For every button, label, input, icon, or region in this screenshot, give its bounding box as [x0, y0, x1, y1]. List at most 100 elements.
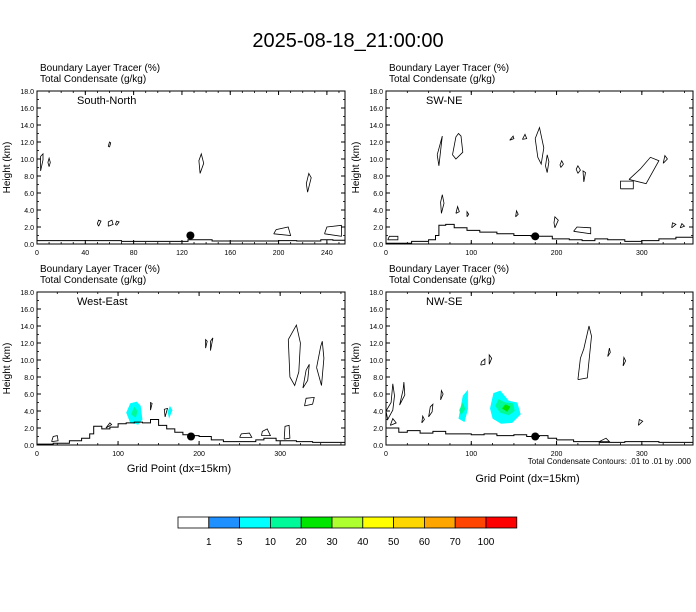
y-tick-label: 8.0	[24, 174, 34, 181]
condensate-contour	[607, 348, 611, 357]
x-axis-label: Grid Point (dx=15km)	[127, 463, 231, 475]
y-tick-label: 14.0	[369, 324, 383, 331]
y-tick-label: 14.0	[20, 123, 34, 130]
colorbar-swatch	[177, 516, 210, 529]
condensate-contour	[387, 235, 399, 241]
condensate-contour	[488, 353, 493, 365]
condensate-contour	[107, 219, 114, 227]
condensate-contour	[515, 209, 519, 218]
tracer-label: Boundary Layer Tracer (%)	[40, 63, 161, 74]
plot-area	[386, 325, 693, 443]
condensate-contour	[577, 325, 592, 380]
colorbar-label: 40	[357, 537, 369, 548]
condensate-contour	[115, 220, 120, 226]
colorbar-label: 50	[388, 537, 400, 548]
condensate-contour	[679, 222, 686, 229]
y-tick-label: 6.0	[373, 191, 383, 198]
tracer-label: Boundary Layer Tracer (%)	[389, 264, 510, 275]
plot-area	[37, 141, 345, 242]
y-tick-label: 14.0	[369, 123, 383, 130]
location-marker	[531, 232, 540, 241]
condensate-contour	[559, 159, 564, 168]
condensate-contour	[324, 224, 342, 237]
y-tick-label: 12.0	[20, 341, 34, 348]
condensate-label: Total Condensate (g/kg)	[389, 74, 496, 85]
condensate-contour	[599, 437, 611, 442]
condensate-contour	[261, 428, 272, 436]
y-tick-label: 6.0	[24, 191, 34, 198]
colorbar-label: 10	[265, 537, 277, 548]
x-tick-label: 200	[551, 451, 563, 458]
condensate-contour	[522, 133, 528, 140]
location-marker	[187, 432, 195, 441]
y-tick-label: 14.0	[20, 324, 34, 331]
condensate-contour	[671, 222, 677, 229]
panel-west-east: 0.0 2.0 4.0 6.0 8.0 10.0 12.0 14.0 16.0 18.0 0 100 2…	[2, 290, 346, 475]
colorbar-swatch	[393, 516, 425, 529]
condensate-contour	[389, 417, 397, 426]
terrain-line	[386, 223, 693, 244]
x-tick-label: 240	[321, 250, 333, 257]
condensate-contour	[205, 338, 208, 349]
condensate-contour	[96, 219, 102, 227]
y-axis-label: Height (km)	[351, 343, 362, 395]
x-tick-label: 100	[465, 250, 477, 257]
y-tick-label: 10.0	[369, 157, 383, 164]
colorbar-swatch	[423, 516, 456, 529]
colorbar-label: 30	[326, 537, 338, 548]
colorbar-label: 70	[450, 537, 462, 548]
y-tick-label: 0.0	[24, 443, 34, 450]
panel-header-sw-ne: Boundary Layer Tracer (%) Total Condensa…	[389, 63, 509, 85]
condensate-contour	[436, 135, 443, 166]
colorbar-swatch	[485, 516, 518, 529]
figure-title: 2025-08-18_21:00:00	[252, 30, 444, 52]
condensate-contour	[287, 323, 301, 387]
terrain-line	[37, 419, 345, 445]
y-tick-label: 12.0	[369, 341, 383, 348]
x-tick-label: 200	[551, 250, 563, 257]
colorbar-label: 20	[296, 537, 308, 548]
y-axis-label: Height (km)	[2, 142, 13, 194]
condensate-contour	[316, 341, 325, 386]
colorbar-swatch	[239, 516, 271, 529]
plot-area	[37, 323, 345, 445]
tracer-label: Boundary Layer Tracer (%)	[389, 63, 510, 74]
y-tick-label: 12.0	[20, 140, 34, 147]
y-tick-label: 0.0	[373, 242, 383, 249]
colorbar-swatch	[269, 516, 302, 529]
tracer-fill	[131, 406, 138, 418]
plot-frame	[36, 90, 346, 245]
x-tick-label: 300	[636, 451, 648, 458]
tracer-fill	[459, 402, 466, 416]
x-tick-label: 300	[274, 451, 286, 458]
terrain-line	[386, 427, 693, 443]
condensate-contour	[573, 226, 592, 235]
panel-nw-se: 0.0 2.0 4.0 6.0 8.0 10.0 12.0 14.0 16.0 18.0 0 100 2…	[351, 290, 694, 485]
condensate-contour	[51, 435, 59, 442]
condensate-contour	[105, 422, 113, 429]
y-tick-label: 10.0	[20, 157, 34, 164]
tracer-fill	[167, 405, 173, 419]
condensate-contour	[239, 432, 253, 438]
y-tick-label: 6.0	[373, 392, 383, 399]
y-tick-label: 4.0	[373, 409, 383, 416]
location-marker	[531, 432, 540, 441]
condensate-contour	[480, 358, 486, 366]
x-axis-label: Grid Point (dx=15km)	[475, 473, 579, 485]
x-tick-label: 0	[35, 451, 39, 458]
condensate-contour	[638, 418, 644, 426]
panel-header-south-north: Boundary Layer Tracer (%) Total Condensa…	[40, 63, 160, 85]
tracer-label: Boundary Layer Tracer (%)	[40, 264, 161, 275]
condensate-contour	[428, 403, 434, 418]
condensate-contour	[662, 154, 668, 164]
colorbar-label: 1	[206, 537, 212, 548]
colorbar-swatch	[300, 516, 333, 529]
plot-area	[386, 126, 693, 244]
x-tick-label: 160	[224, 250, 236, 257]
panel-name: SW-NE	[426, 95, 462, 107]
condensate-contour	[305, 172, 312, 193]
condensate-contour	[466, 210, 470, 218]
y-tick-label: 18.0	[369, 89, 383, 96]
condensate-contour	[421, 414, 425, 424]
colorbar-swatch	[208, 516, 241, 529]
